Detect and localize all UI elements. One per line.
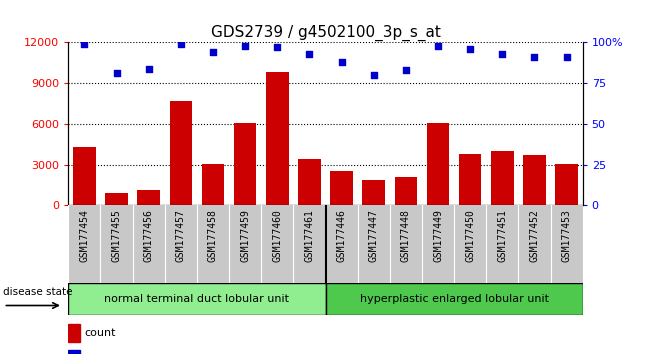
Text: GSM177447: GSM177447 bbox=[368, 209, 379, 262]
Text: GSM177449: GSM177449 bbox=[433, 209, 443, 262]
Point bbox=[176, 41, 186, 47]
Bar bbox=[523, 155, 546, 205]
Point bbox=[208, 50, 218, 55]
Bar bbox=[491, 151, 514, 205]
Text: GSM177454: GSM177454 bbox=[79, 209, 89, 262]
Text: disease state: disease state bbox=[3, 287, 73, 297]
Bar bbox=[266, 72, 288, 205]
Text: hyperplastic enlarged lobular unit: hyperplastic enlarged lobular unit bbox=[359, 294, 549, 304]
Bar bbox=[427, 122, 449, 205]
Text: GSM177460: GSM177460 bbox=[272, 209, 283, 262]
Text: GSM177455: GSM177455 bbox=[111, 209, 122, 262]
Text: GSM177456: GSM177456 bbox=[144, 209, 154, 262]
Bar bbox=[298, 159, 321, 205]
Point bbox=[433, 43, 443, 48]
Text: GSM177450: GSM177450 bbox=[465, 209, 475, 262]
Text: count: count bbox=[85, 329, 116, 338]
Point bbox=[529, 54, 540, 60]
Point bbox=[368, 72, 379, 78]
Bar bbox=[170, 101, 192, 205]
Bar bbox=[326, 283, 583, 315]
Bar bbox=[68, 350, 79, 354]
Point bbox=[304, 51, 314, 57]
Point bbox=[497, 51, 508, 57]
Text: GSM177452: GSM177452 bbox=[529, 209, 540, 262]
Text: GSM177451: GSM177451 bbox=[497, 209, 507, 262]
Bar bbox=[395, 177, 417, 205]
Point bbox=[561, 54, 572, 60]
Bar bbox=[137, 190, 160, 205]
Text: GSM177457: GSM177457 bbox=[176, 209, 186, 262]
Text: GSM177453: GSM177453 bbox=[562, 209, 572, 262]
Point bbox=[465, 46, 475, 52]
Text: GSM177448: GSM177448 bbox=[401, 209, 411, 262]
Point bbox=[79, 41, 90, 47]
Text: GSM177446: GSM177446 bbox=[337, 209, 346, 262]
Bar bbox=[73, 147, 96, 205]
Text: normal terminal duct lobular unit: normal terminal duct lobular unit bbox=[104, 294, 290, 304]
Bar bbox=[105, 193, 128, 205]
Point bbox=[240, 43, 251, 48]
Point bbox=[111, 70, 122, 76]
Point bbox=[143, 66, 154, 72]
Bar bbox=[330, 171, 353, 205]
Point bbox=[337, 59, 347, 65]
Point bbox=[400, 67, 411, 73]
Point bbox=[272, 45, 283, 50]
Bar bbox=[555, 164, 578, 205]
Text: GSM177461: GSM177461 bbox=[305, 209, 314, 262]
Text: GSM177458: GSM177458 bbox=[208, 209, 218, 262]
Bar bbox=[459, 154, 481, 205]
Bar bbox=[234, 122, 256, 205]
Bar bbox=[363, 179, 385, 205]
Title: GDS2739 / g4502100_3p_s_at: GDS2739 / g4502100_3p_s_at bbox=[210, 25, 441, 41]
Bar bbox=[68, 324, 79, 343]
Bar bbox=[202, 164, 224, 205]
Text: GSM177459: GSM177459 bbox=[240, 209, 250, 262]
Bar bbox=[68, 283, 326, 315]
